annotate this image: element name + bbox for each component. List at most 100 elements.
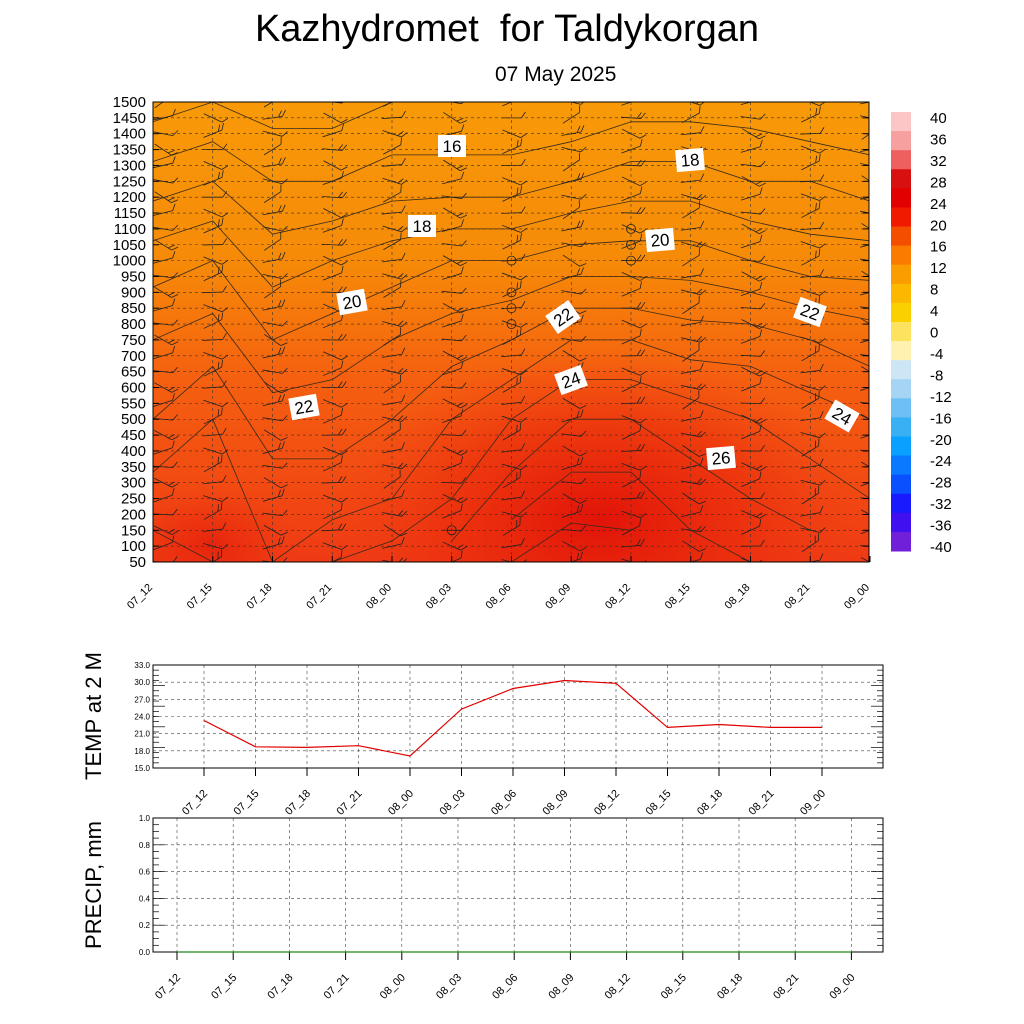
barb-flag [171,152,179,156]
wind-barb [442,266,464,280]
barb-shaft [153,525,173,536]
wind-barb [203,217,224,234]
barb-flag [759,376,762,385]
wind-barb [502,328,522,345]
wind-barb [860,557,869,562]
barb-shaft [154,286,172,298]
contour-label-text: 22 [293,396,315,418]
barb-shaft [153,542,173,551]
barb-shaft [382,102,402,107]
colorbar-label: 4 [930,303,938,320]
wind-barb [861,318,869,330]
wind-barb [561,193,587,200]
barb-flag [521,206,526,213]
wind-barb [801,201,821,218]
barb-shaft [562,541,581,552]
barb-flag [401,300,406,307]
wind-barb [860,241,869,248]
wind-barb [262,204,286,216]
barb-flag [755,512,763,518]
barb-shaft [322,446,342,456]
barb-shaft [323,557,342,562]
barb-flag [341,497,348,503]
barb-flag [819,432,826,438]
barb-flag [461,171,465,179]
barb-shaft [502,334,521,345]
barb-flag [460,451,468,456]
wind-barb [262,109,286,120]
contour-label: 20 [645,227,675,253]
barb-flag [341,218,344,226]
y-tick-label: 1000 [113,253,146,270]
barb-flag [401,132,408,138]
barb-shaft [562,159,580,172]
barb-flag [172,272,178,279]
barb-shaft [154,239,172,251]
barb-shaft [203,113,222,123]
wind-barb [322,446,348,456]
barb-flag [456,354,464,359]
wind-barb [800,384,826,391]
x-tick-label: 08_18 [695,788,725,818]
barb-shaft [382,306,402,310]
barb-flag [171,535,175,543]
barb-flag [755,322,763,328]
barb-flag [280,484,288,489]
wind-barb [561,125,585,136]
wind-barb [383,232,402,251]
wind-barb [262,251,286,263]
y-tick-label: 550 [121,395,146,412]
wind-barb [322,407,343,424]
barb-shaft [740,116,761,120]
contour-label-box [824,399,860,433]
wind-barb [153,535,175,551]
barb-shaft [860,354,869,358]
barb-flag [281,131,288,137]
wind-barb [262,178,288,185]
barb-flag [519,517,521,525]
barb-flag [401,205,406,213]
wind-barb [383,469,401,489]
barb-flag [700,220,705,228]
barb-flag [171,199,179,203]
wind-barb [153,130,179,137]
barb-flag [818,438,820,446]
barb-flag [171,436,179,441]
wind-barb [620,396,646,405]
barb-shaft [263,238,282,251]
contour-label-box [706,445,736,471]
wind-barb [741,175,766,187]
y-tick-label: 250 [121,491,146,508]
wind-barb [502,375,522,393]
barb-flag [168,339,175,344]
barb-flag [164,91,171,98]
wind-barb [741,319,766,329]
barb-shaft [681,112,700,124]
barb-flag [579,357,587,362]
y-tick-label: 400 [121,443,146,460]
contour-label-box [675,147,705,173]
barb-flag [172,366,178,373]
barb-flag [278,157,282,165]
chart-date: 07 May 2025 [495,63,617,86]
barb-shaft [681,194,701,201]
y-tick-label: 1300 [113,157,146,174]
contour-label-text: 20 [341,291,363,313]
wind-barb [262,299,286,311]
barb-flag [280,389,288,394]
barb-flag [341,191,347,199]
contour-label-box [554,364,588,396]
barb-flag [520,464,527,470]
wind-barb [682,390,700,410]
barb-shaft [561,102,582,105]
wind-barb [861,366,869,378]
wind-barb [561,504,584,518]
barb-flag [221,502,223,510]
y-tick-label: 21.0 [134,730,150,739]
wind-barb [322,494,348,503]
barb-flag [819,527,826,533]
wind-barb [800,221,825,230]
barb-shaft [153,430,173,441]
barb-shaft [621,224,641,234]
barb-flag [397,320,404,326]
